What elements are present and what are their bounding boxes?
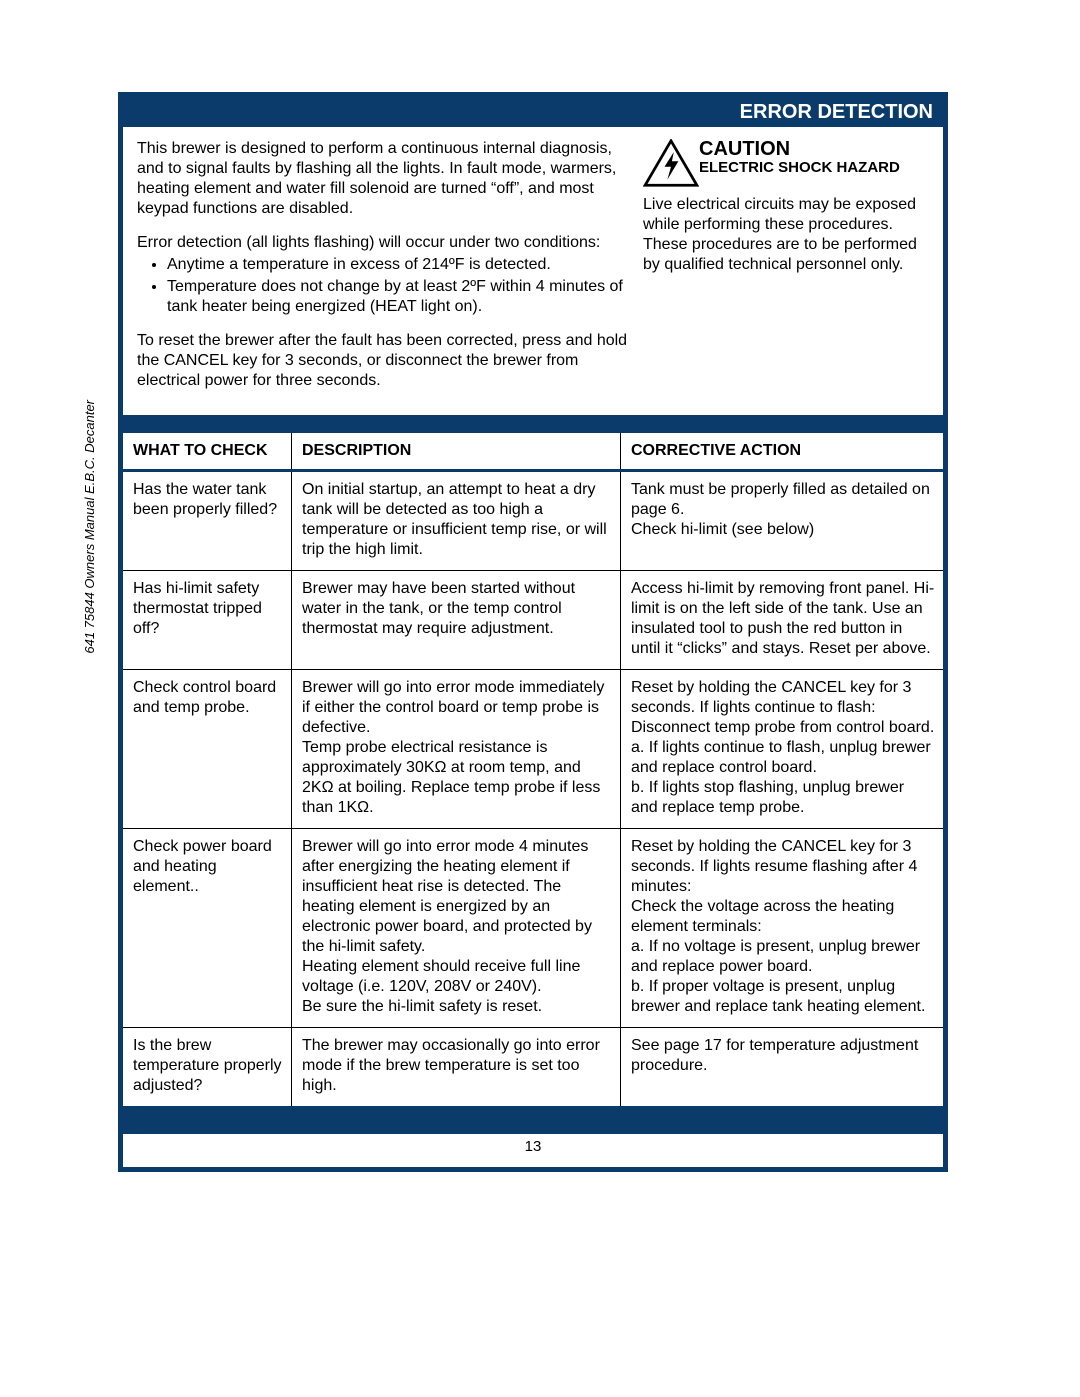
cell-action: Access hi-limit by removing front panel.… [621,571,944,670]
intro-bullet: Temperature does not change by at least … [167,277,631,317]
cell-check: Check control board and temp probe. [123,670,292,829]
table-row: Check control board and temp probe. Brew… [123,670,943,829]
cell-check: Is the brew temperature properly adjuste… [123,1028,292,1107]
cell-action: Tank must be properly filled as detailed… [621,471,944,571]
troubleshoot-table: WHAT TO CHECK DESCRIPTION CORRECTIVE ACT… [123,433,943,1106]
cell-action: See page 17 for temperature adjustment p… [621,1028,944,1107]
header-bar: ERROR DETECTION [123,97,943,127]
cell-desc: Brewer may have been started without wat… [292,571,621,670]
intro-bullet: Anytime a temperature in excess of 214ºF… [167,255,631,275]
caution-body: Live electrical circuits may be exposed … [643,195,929,275]
page-frame: ERROR DETECTION This brewer is designed … [118,92,948,1172]
table-row: Check power board and heating element.. … [123,829,943,1028]
footer-bar [123,1106,943,1134]
header-filler [123,97,628,127]
side-text: 641 75844 Owners Manual E.B.C. Decanter [82,400,97,700]
intro-p2-lead: Error detection (all lights flashing) wi… [137,233,631,253]
divider-bar [123,415,943,433]
cell-action: Reset by holding the CANCEL key for 3 se… [621,670,944,829]
table-row: Has hi-limit safety thermostat tripped o… [123,571,943,670]
intro-p3: To reset the brewer after the fault has … [137,331,631,391]
th-desc: DESCRIPTION [292,433,621,471]
caution-box: CAUTION ELECTRIC SHOCK HAZARD Live elect… [643,139,929,405]
cell-check: Has the water tank been properly filled? [123,471,292,571]
warning-icon [643,139,699,189]
cell-desc: The brewer may occasionally go into erro… [292,1028,621,1107]
intro-bullets: Anytime a temperature in excess of 214ºF… [137,255,631,317]
caution-header: CAUTION ELECTRIC SHOCK HAZARD [643,139,929,189]
page-title: ERROR DETECTION [628,97,943,127]
cell-desc: On initial startup, an attempt to heat a… [292,471,621,571]
table-row: Has the water tank been properly filled?… [123,471,943,571]
page-number: 13 [123,1134,943,1167]
intro-section: This brewer is designed to perform a con… [123,127,943,415]
th-action: CORRECTIVE ACTION [621,433,944,471]
cell-desc: Brewer will go into error mode immediate… [292,670,621,829]
intro-p1: This brewer is designed to perform a con… [137,139,631,219]
caution-title: CAUTION [699,139,900,160]
cell-check: Has hi-limit safety thermostat tripped o… [123,571,292,670]
cell-desc: Brewer will go into error mode 4 minutes… [292,829,621,1028]
th-check: WHAT TO CHECK [123,433,292,471]
cell-action: Reset by holding the CANCEL key for 3 se… [621,829,944,1028]
table-row: Is the brew temperature properly adjuste… [123,1028,943,1107]
caution-subtitle: ELECTRIC SHOCK HAZARD [699,160,900,177]
table-header-row: WHAT TO CHECK DESCRIPTION CORRECTIVE ACT… [123,433,943,471]
intro-text: This brewer is designed to perform a con… [137,139,643,405]
cell-check: Check power board and heating element.. [123,829,292,1028]
